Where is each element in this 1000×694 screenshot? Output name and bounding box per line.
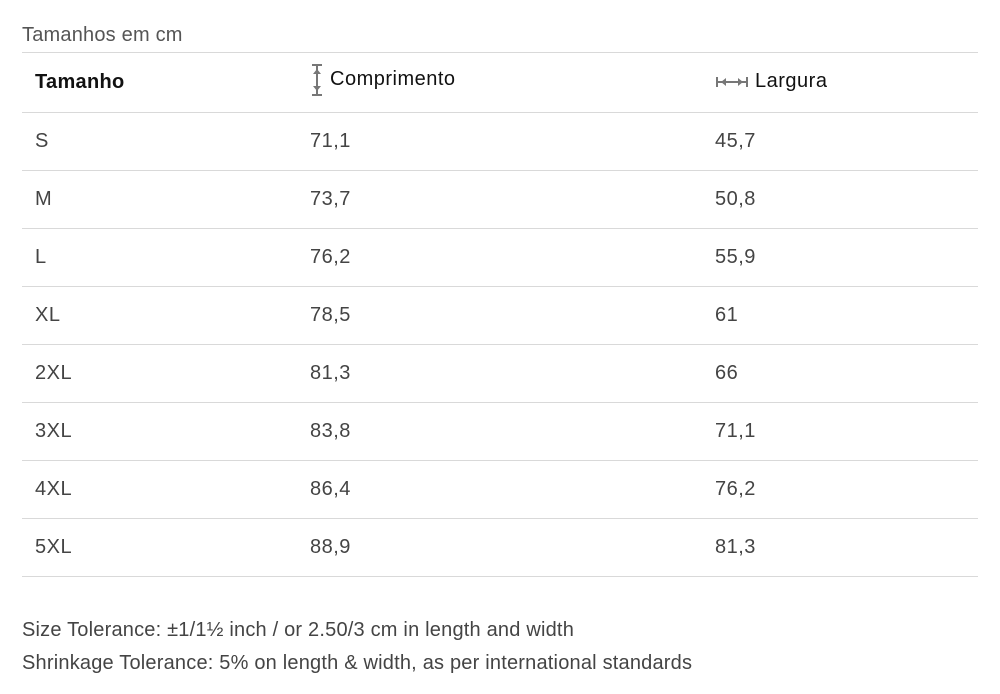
header-length-label: Comprimento xyxy=(330,68,456,90)
shrinkage-tolerance-note: Shrinkage Tolerance: 5% on length & widt… xyxy=(22,652,693,674)
table-row: XL 78,5 61 xyxy=(22,286,978,345)
table-row: L 76,2 55,9 xyxy=(22,228,978,287)
cell-width: 71,1 xyxy=(701,402,978,461)
vertical-length-arrow-icon xyxy=(310,63,324,97)
cell-size: XL xyxy=(22,286,298,345)
cell-width: 61 xyxy=(701,286,978,345)
header-width-label: Largura xyxy=(755,70,828,93)
header-width: Largura xyxy=(701,52,978,113)
cell-length: 83,8 xyxy=(298,402,701,461)
cell-length: 78,5 xyxy=(298,286,701,345)
cell-length: 81,3 xyxy=(298,344,701,403)
cell-length: 73,7 xyxy=(298,170,701,229)
cell-length: 88,9 xyxy=(298,518,701,577)
cell-length: 86,4 xyxy=(298,460,701,519)
cell-width: 81,3 xyxy=(701,518,978,577)
table-row: S 71,1 45,7 xyxy=(22,112,978,171)
cell-width: 76,2 xyxy=(701,460,978,519)
horizontal-width-arrow-icon xyxy=(715,75,749,89)
table-caption: Tamanhos em cm xyxy=(22,24,183,46)
size-tolerance-note: Size Tolerance: ±1/1½ inch / or 2.50/3 c… xyxy=(22,619,575,641)
cell-length: 76,2 xyxy=(298,228,701,287)
cell-width: 66 xyxy=(701,344,978,403)
cell-size: S xyxy=(22,112,298,171)
table-row: 2XL 81,3 66 xyxy=(22,344,978,403)
table-row: 4XL 86,4 76,2 xyxy=(22,460,978,519)
cell-size: 4XL xyxy=(22,460,298,519)
cell-length: 71,1 xyxy=(298,112,701,171)
tolerance-notes: Size Tolerance: ±1/1½ inch / or 2.50/3 c… xyxy=(22,614,692,680)
cell-width: 45,7 xyxy=(701,112,978,171)
header-length: Comprimento xyxy=(298,52,701,113)
cell-width: 50,8 xyxy=(701,170,978,229)
table-row: M 73,7 50,8 xyxy=(22,170,978,229)
cell-size: L xyxy=(22,228,298,287)
size-chart-table: Tamanho Comprimento xyxy=(22,52,978,577)
table-row: 5XL 88,9 81,3 xyxy=(22,518,978,577)
cell-size: 3XL xyxy=(22,402,298,461)
cell-width: 55,9 xyxy=(701,228,978,287)
table-header-row: Tamanho Comprimento xyxy=(22,52,978,113)
cell-size: 5XL xyxy=(22,518,298,577)
table-row: 3XL 83,8 71,1 xyxy=(22,402,978,461)
cell-size: 2XL xyxy=(22,344,298,403)
cell-size: M xyxy=(22,170,298,229)
header-size: Tamanho xyxy=(22,52,298,113)
